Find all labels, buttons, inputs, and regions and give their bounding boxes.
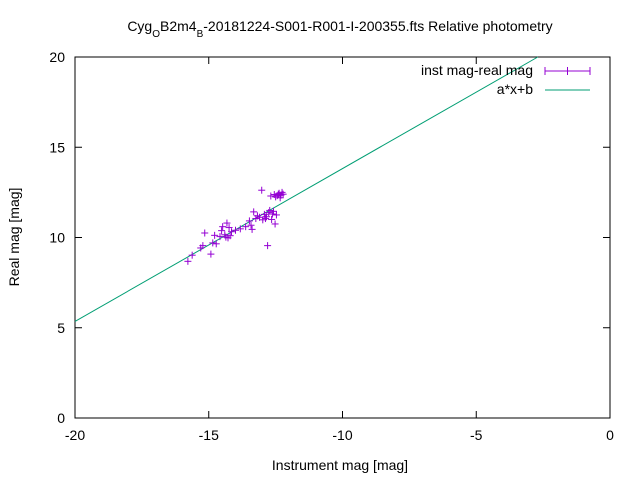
- title-subscript: O: [152, 29, 160, 40]
- y-tick-label: 15: [49, 139, 65, 155]
- data-point: [199, 242, 207, 250]
- axis-ticks: -20 -15 -10 -5 0 0 5 10 15 20: [49, 49, 614, 443]
- chart-title: CygOB2m4B-20181224-S001-R001-I-200355.ft…: [127, 18, 552, 40]
- x-tick-label: -10: [332, 427, 352, 443]
- data-series: [74, 56, 539, 322]
- data-point: [242, 223, 250, 231]
- legend-label-points: inst mag-real mag: [421, 62, 533, 78]
- x-tick-label: -5: [470, 427, 483, 443]
- data-point: [211, 231, 219, 239]
- data-point: [248, 225, 256, 233]
- title-segment: Cyg: [127, 18, 152, 34]
- title-subscript: B: [197, 29, 204, 40]
- title-segment: -20181224-S001-R001-I-200355.fts Relativ…: [203, 18, 552, 34]
- data-point: [219, 223, 227, 231]
- data-point: [272, 211, 280, 219]
- data-point: [209, 239, 217, 247]
- data-point: [236, 225, 244, 233]
- data-point: [247, 221, 255, 229]
- data-point: [188, 251, 196, 259]
- data-point: [279, 190, 287, 198]
- data-point: [226, 232, 234, 240]
- data-point: [216, 233, 224, 241]
- data-point: [271, 220, 279, 228]
- x-axis-label: Instrument mag [mag]: [272, 457, 408, 473]
- data-point: [232, 226, 239, 234]
- fit-line: [74, 56, 539, 322]
- data-point: [258, 186, 266, 194]
- y-tick-label: 0: [57, 410, 65, 426]
- data-point: [268, 215, 276, 223]
- data-point: [218, 227, 226, 235]
- legend-label-line: a*x+b: [497, 81, 533, 97]
- y-tick-label: 5: [57, 320, 65, 336]
- data-point: [266, 206, 274, 214]
- y-axis-label: Real mag [mag]: [6, 188, 22, 287]
- legend: inst mag-real mag a*x+b: [421, 62, 591, 97]
- x-tick-label: -20: [65, 427, 85, 443]
- x-tick-label: 0: [606, 427, 614, 443]
- data-point: [250, 208, 258, 216]
- data-point: [225, 224, 233, 232]
- data-point: [269, 207, 277, 215]
- data-point: [263, 213, 271, 221]
- data-point: [245, 217, 253, 225]
- data-point: [227, 228, 235, 236]
- data-point: [267, 192, 275, 200]
- title-segment: B2m4: [160, 18, 197, 34]
- plot-area: [74, 56, 611, 419]
- plot-border: [74, 56, 611, 419]
- data-point: [184, 257, 192, 265]
- data-point: [201, 229, 209, 237]
- data-point: [261, 215, 269, 223]
- data-point: [212, 240, 220, 248]
- data-point: [223, 219, 231, 227]
- data-point: [207, 250, 215, 258]
- data-point: [278, 188, 286, 196]
- data-point: [264, 242, 272, 250]
- y-tick-label: 20: [49, 49, 65, 65]
- x-tick-label: -15: [199, 427, 219, 443]
- y-tick-label: 10: [49, 230, 65, 246]
